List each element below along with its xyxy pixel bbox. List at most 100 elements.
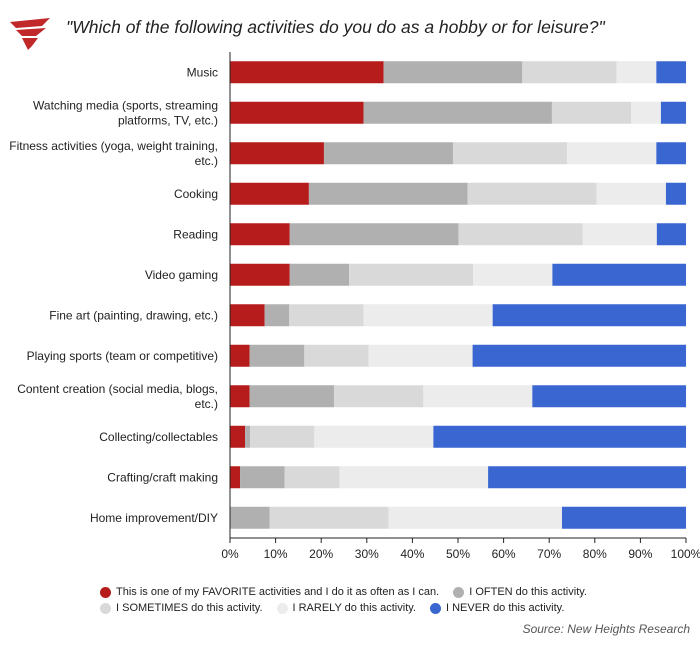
bar-often-6 [264,304,290,327]
bar-sometimes-8 [333,385,424,408]
bar-rarely-4 [582,223,657,246]
bar-favorite-3 [230,182,309,205]
category-label-3: Cooking [174,187,218,201]
legend-label-favorite: This is one of my FAVORITE activities an… [116,586,440,598]
bar-never-11 [561,506,686,529]
category-label-7: Playing sports (team or competitive) [27,349,218,363]
legend-label-often: I OFTEN do this activity. [469,586,587,598]
bar-favorite-2 [230,142,324,165]
bar-never-3 [665,182,686,205]
bar-sometimes-9 [250,425,315,448]
bar-rarely-5 [473,263,553,286]
category-label-4: Reading [173,227,218,241]
bar-sometimes-7 [304,344,369,367]
bar-sometimes-6 [289,304,364,327]
category-label-8-line-1: etc.) [195,397,218,411]
legend-swatch-rarely [276,602,288,614]
category-label-10: Crafting/craft making [107,470,218,484]
bar-never-0 [656,61,686,84]
bar-often-3 [308,182,468,205]
bar-often-7 [249,344,305,367]
legend-label-never: I NEVER do this activity. [446,602,565,614]
legend-swatch-sometimes [100,602,111,614]
bar-never-6 [492,304,686,327]
legend-label-rarely: I RARELY do this activity. [292,602,417,614]
x-tick-label-7: 70% [537,547,561,561]
bar-favorite-8 [230,385,250,408]
legend-row-1: This is one of my FAVORITE activities an… [100,584,660,600]
x-tick-label-2: 20% [309,547,333,561]
x-tick-label-5: 50% [446,547,470,561]
bar-rarely-11 [388,506,562,529]
bar-never-9 [433,425,686,448]
chart-legend: This is one of my FAVORITE activities an… [100,584,660,616]
legend-item-never: I NEVER do this activity. [430,602,564,614]
bar-rarely-0 [616,61,657,84]
bar-often-2 [323,142,453,165]
bar-favorite-10 [230,466,241,489]
bar-rarely-8 [423,385,533,408]
category-label-11: Home improvement/DIY [90,511,218,525]
bar-often-5 [289,263,350,286]
bar-rarely-1 [631,101,661,124]
bar-sometimes-5 [349,263,474,286]
category-label-6: Fine art (painting, drawing, etc.) [49,308,218,322]
category-label-8-line-0: Content creation (social media, blogs, [17,382,218,396]
bar-rarely-10 [339,466,489,489]
bar-favorite-0 [230,61,384,84]
legend-item-sometimes: I SOMETIMES do this activity. [100,602,263,614]
bar-often-10 [240,466,285,489]
bar-sometimes-2 [452,142,567,165]
bar-never-1 [660,101,686,124]
bar-never-8 [532,385,686,408]
source-note: Source: New Heights Research [522,622,690,636]
bar-never-10 [488,466,686,489]
bar-sometimes-1 [551,101,632,124]
bar-never-7 [472,344,686,367]
red-wing-logo-icon [10,18,50,50]
x-tick-label-10: 100% [671,547,700,561]
x-tick-label-3: 30% [355,547,379,561]
bar-sometimes-10 [284,466,340,489]
bar-often-1 [363,101,552,124]
x-tick-label-8: 80% [583,547,607,561]
bar-never-2 [656,142,686,165]
bar-often-4 [289,223,459,246]
legend-item-often: I OFTEN do this activity. [453,586,587,598]
x-tick-label-1: 10% [264,547,288,561]
x-tick-label-9: 90% [628,547,652,561]
legend-item-favorite: This is one of my FAVORITE activities an… [100,586,439,598]
bar-sometimes-3 [467,182,597,205]
bar-rarely-7 [368,344,473,367]
category-label-1-line-1: platforms, TV, etc.) [118,113,218,127]
bar-favorite-6 [230,304,265,327]
category-label-1-line-0: Watching media (sports, streaming [33,98,218,112]
bar-never-5 [552,263,686,286]
x-tick-label-6: 60% [492,547,516,561]
bar-often-8 [249,385,334,408]
category-label-5: Video gaming [145,268,218,282]
category-label-2-line-0: Fitness activities (yoga, weight trainin… [9,139,218,153]
legend-row-2: I SOMETIMES do this activity. I RARELY d… [100,600,660,616]
bar-sometimes-4 [458,223,583,246]
bar-never-4 [656,223,686,246]
bar-rarely-2 [566,142,657,165]
chart-title: "Which of the following activities do yo… [66,17,605,37]
bar-often-9 [245,425,251,448]
bar-favorite-7 [230,344,250,367]
bar-rarely-6 [363,304,493,327]
bar-favorite-4 [230,223,290,246]
legend-swatch-never [430,602,441,614]
bar-favorite-9 [230,425,246,448]
bar-rarely-3 [596,182,666,205]
bar-sometimes-11 [269,506,389,529]
bar-rarely-9 [314,425,434,448]
category-label-9: Collecting/collectables [99,430,218,444]
x-tick-label-4: 40% [400,547,424,561]
bar-often-11 [230,506,270,529]
legend-swatch-often [453,586,465,598]
legend-swatch-favorite [100,586,111,598]
bar-sometimes-0 [522,61,617,84]
legend-item-rarely: I RARELY do this activity. [276,602,417,614]
bar-often-0 [383,61,523,84]
